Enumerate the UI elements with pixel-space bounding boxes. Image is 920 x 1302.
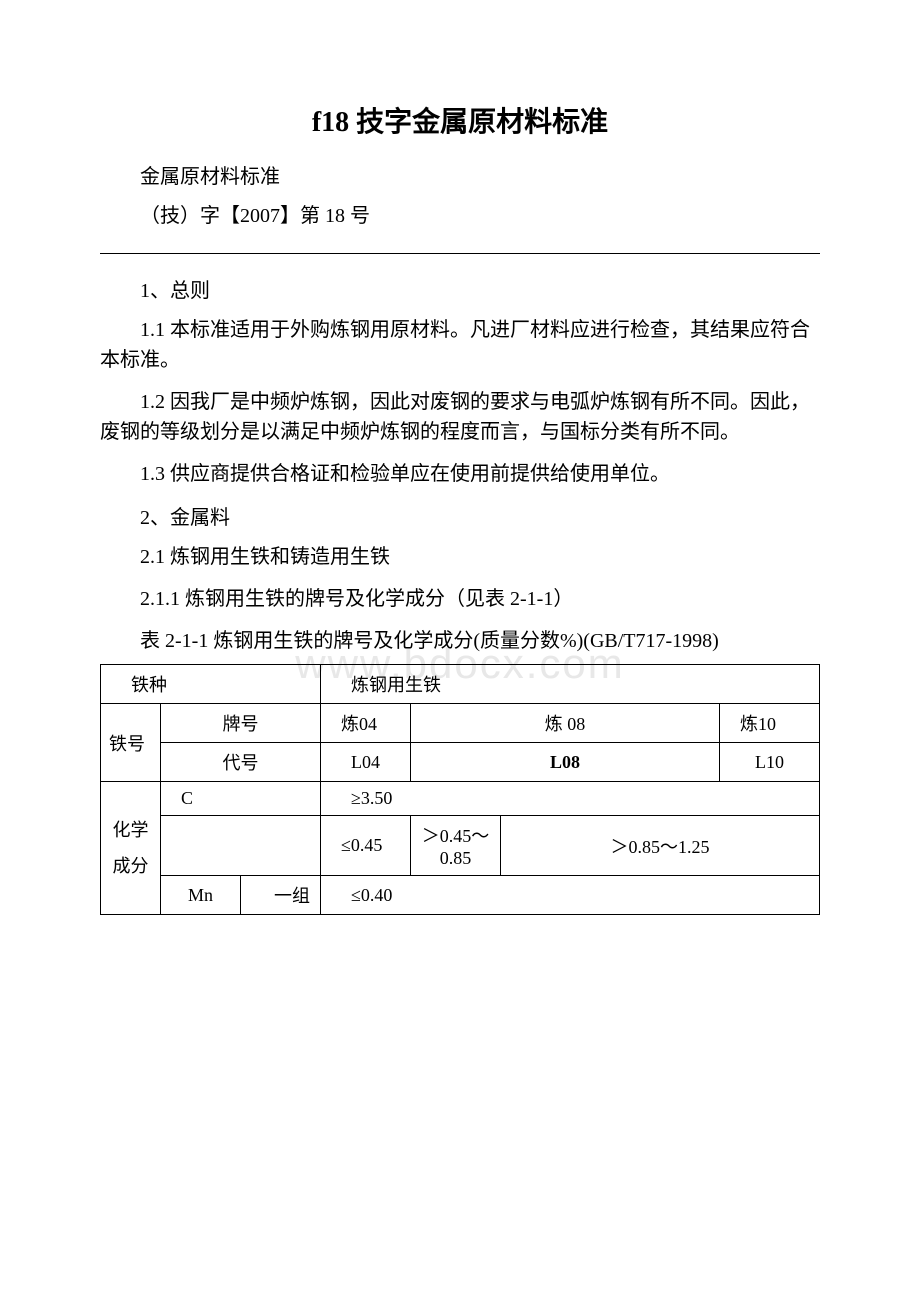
divider bbox=[100, 253, 820, 254]
table-cell: 炼10 bbox=[720, 704, 820, 743]
table-cell: 代号 bbox=[161, 743, 321, 782]
composition-table: 铁种 炼钢用生铁 铁号 牌号 炼04 炼 08 炼10 代号 L04 L08 L… bbox=[100, 664, 820, 915]
table-cell: L10 bbox=[720, 743, 820, 782]
table-row: 代号 L04 L08 L10 bbox=[101, 743, 820, 782]
table-cell: ≥3.50 bbox=[321, 782, 820, 816]
table-row: 化学成分 C ≥3.50 bbox=[101, 782, 820, 816]
document-title: f18 技字金属原材料标准 bbox=[100, 100, 820, 140]
table-cell: 铁种 bbox=[101, 665, 321, 704]
table-cell: ≤0.45 bbox=[321, 816, 411, 876]
table-cell: ＞0.85～1.25 bbox=[501, 816, 820, 876]
table-cell bbox=[161, 816, 321, 876]
section-1-heading: 1、总则 bbox=[100, 274, 820, 303]
table-cell: L04 bbox=[321, 743, 411, 782]
table-cell: 化学成分 bbox=[101, 782, 161, 915]
paragraph-1-2: 1.2 因我厂是中频炉炼钢，因此对废钢的要求与电弧炉炼钢有所不同。因此，废钢的等… bbox=[100, 387, 820, 447]
table-cell: 牌号 bbox=[161, 704, 321, 743]
table-row: 铁种 炼钢用生铁 bbox=[101, 665, 820, 704]
paragraph-1-3: 1.3 供应商提供合格证和检验单应在使用前提供给使用单位。 bbox=[100, 459, 820, 489]
table-cell: 炼 08 bbox=[411, 704, 720, 743]
table-row: 铁号 牌号 炼04 炼 08 炼10 bbox=[101, 704, 820, 743]
table-cell: ＞0.45～0.85 bbox=[411, 816, 501, 876]
paragraph-1-1: 1.1 本标准适用于外购炼钢用原材料。凡进厂材料应进行检查，其结果应符合本标准。 bbox=[100, 315, 820, 375]
section-2-heading: 2、金属料 bbox=[100, 501, 820, 530]
table-cell: 铁号 bbox=[101, 704, 161, 782]
table-cell: 炼钢用生铁 bbox=[321, 665, 820, 704]
table-row: Mn 一组 ≤0.40 bbox=[101, 876, 820, 915]
table-cell: 炼04 bbox=[321, 704, 411, 743]
table-cell: C bbox=[161, 782, 321, 816]
table-cell: Mn bbox=[161, 876, 241, 915]
table-caption: 表 2-1-1 炼钢用生铁的牌号及化学成分(质量分数%)(GB/T717-199… bbox=[100, 626, 820, 656]
table-cell: ≤0.40 bbox=[321, 876, 820, 915]
table-cell: L08 bbox=[411, 743, 720, 782]
table-row: ≤0.45 ＞0.45～0.85 ＞0.85～1.25 bbox=[101, 816, 820, 876]
paragraph-2-1: 2.1 炼钢用生铁和铸造用生铁 bbox=[100, 542, 820, 572]
document-number: （技）字【2007】第 18 号 bbox=[100, 199, 820, 228]
table-cell: 一组 bbox=[241, 876, 321, 915]
paragraph-2-1-1: 2.1.1 炼钢用生铁的牌号及化学成分（见表 2-1-1） bbox=[100, 584, 820, 614]
document-subtitle: 金属原材料标准 bbox=[100, 160, 820, 189]
